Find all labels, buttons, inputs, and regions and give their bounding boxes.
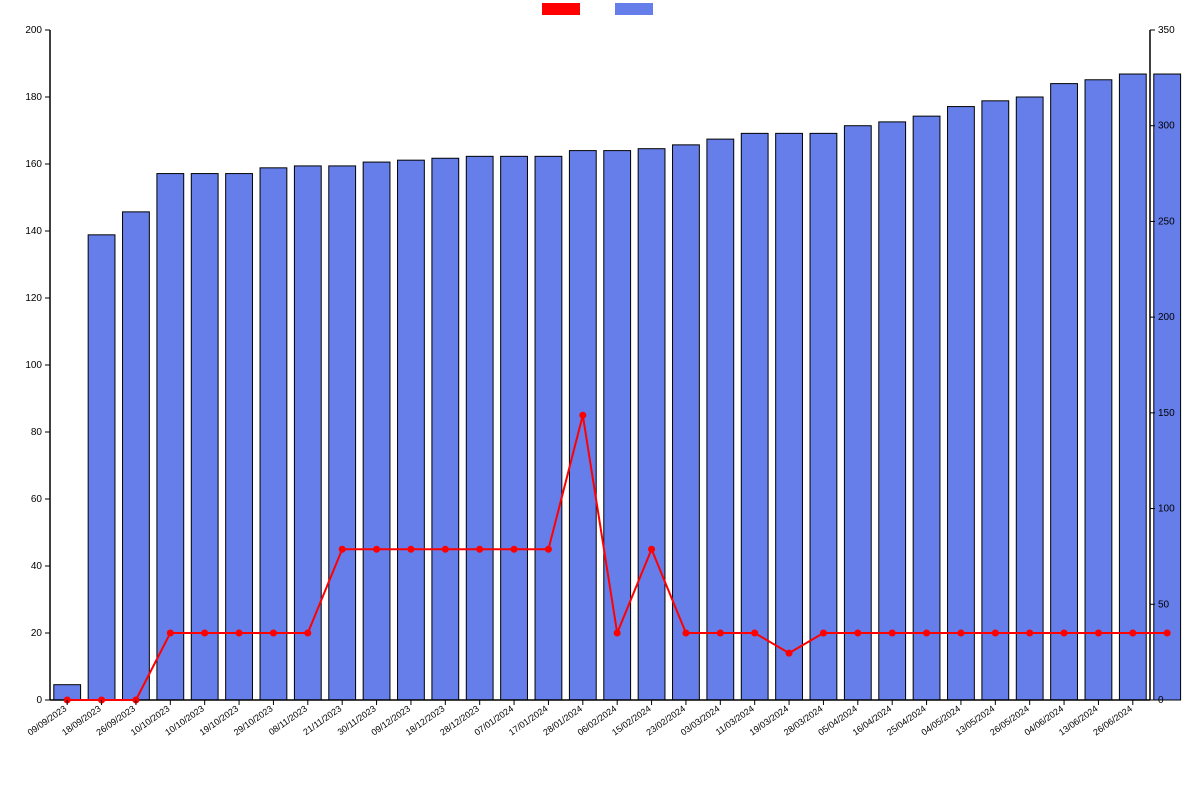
line-marker <box>580 412 586 418</box>
bar <box>879 122 906 700</box>
left-axis-tick-label: 140 <box>25 226 42 237</box>
line-marker <box>924 630 930 636</box>
line-marker <box>1027 630 1033 636</box>
line-marker <box>511 546 517 552</box>
bar <box>157 174 184 700</box>
left-axis-tick-label: 160 <box>25 159 42 170</box>
bar <box>501 156 528 700</box>
bar <box>982 101 1009 700</box>
bar <box>535 156 562 700</box>
bar <box>123 212 150 700</box>
line-marker <box>614 630 620 636</box>
left-axis-tick-label: 100 <box>25 360 42 371</box>
bar <box>638 149 665 700</box>
left-axis-tick-label: 60 <box>31 494 43 505</box>
bar <box>191 174 218 700</box>
legend-swatch-bar <box>615 3 653 15</box>
line-marker <box>408 546 414 552</box>
right-axis-tick-label: 100 <box>1158 504 1175 515</box>
bar <box>844 126 871 700</box>
right-axis-tick-label: 0 <box>1158 695 1164 706</box>
bar <box>810 133 837 700</box>
right-axis-tick-label: 250 <box>1158 216 1175 227</box>
bar <box>294 166 321 700</box>
bar <box>398 160 425 700</box>
bar <box>363 162 390 700</box>
bar <box>226 174 253 700</box>
line-marker <box>305 630 311 636</box>
left-axis-tick-label: 180 <box>25 92 42 103</box>
line-marker <box>820 630 826 636</box>
left-axis-tick-label: 80 <box>31 427 43 438</box>
bar <box>1016 97 1043 700</box>
line-marker <box>992 630 998 636</box>
bar <box>466 156 493 700</box>
bar <box>948 107 975 700</box>
line-marker <box>236 630 242 636</box>
bar <box>329 166 356 700</box>
legend-swatch-line <box>542 3 580 15</box>
bar <box>1085 80 1112 700</box>
left-axis-tick-label: 40 <box>31 561 43 572</box>
x-axis-tick-label: 26/06/2024 <box>1091 703 1134 737</box>
bar <box>673 145 700 700</box>
line-marker <box>1164 630 1170 636</box>
bar <box>1051 84 1078 700</box>
line-marker <box>752 630 758 636</box>
line-marker <box>1130 630 1136 636</box>
line-marker <box>717 630 723 636</box>
bar <box>88 235 115 700</box>
line-marker <box>786 650 792 656</box>
left-axis-tick-label: 200 <box>25 25 42 36</box>
left-axis-tick-label: 0 <box>36 695 42 706</box>
line-marker <box>1095 630 1101 636</box>
bar <box>260 168 287 700</box>
chart-container: 0 20 40 60 80 100 120 140 160 180 200 0 50 100 150 200 2… <box>0 0 1200 800</box>
right-axis-tick-label: 350 <box>1158 25 1175 36</box>
line-marker <box>958 630 964 636</box>
bar <box>776 133 803 700</box>
left-axis-tick-label: 20 <box>31 628 43 639</box>
right-axis-tick-label: 50 <box>1158 599 1170 610</box>
line-marker <box>649 546 655 552</box>
legend-item-bar <box>615 3 658 15</box>
left-axis-tick-label: 120 <box>25 293 42 304</box>
line-marker <box>374 546 380 552</box>
right-axis-tick-label: 200 <box>1158 312 1175 323</box>
right-axis-tick-label: 150 <box>1158 408 1175 419</box>
bar <box>569 151 596 700</box>
line-marker <box>167 630 173 636</box>
line-marker <box>1061 630 1067 636</box>
line-marker <box>270 630 276 636</box>
chart-legend <box>542 3 658 15</box>
line-marker <box>442 546 448 552</box>
line-marker <box>202 630 208 636</box>
bar <box>604 151 631 700</box>
line-marker <box>889 630 895 636</box>
bar <box>707 139 734 700</box>
bar <box>432 158 459 700</box>
bar <box>741 133 768 700</box>
legend-item-line <box>542 3 585 15</box>
right-axis-tick-label: 300 <box>1158 121 1175 132</box>
line-marker <box>683 630 689 636</box>
line-marker <box>545 546 551 552</box>
line-marker <box>477 546 483 552</box>
line-marker <box>339 546 345 552</box>
bar <box>913 116 940 700</box>
bar <box>1119 74 1146 700</box>
combo-chart: 0 20 40 60 80 100 120 140 160 180 200 0 50 100 150 200 2… <box>0 0 1200 800</box>
line-marker <box>855 630 861 636</box>
